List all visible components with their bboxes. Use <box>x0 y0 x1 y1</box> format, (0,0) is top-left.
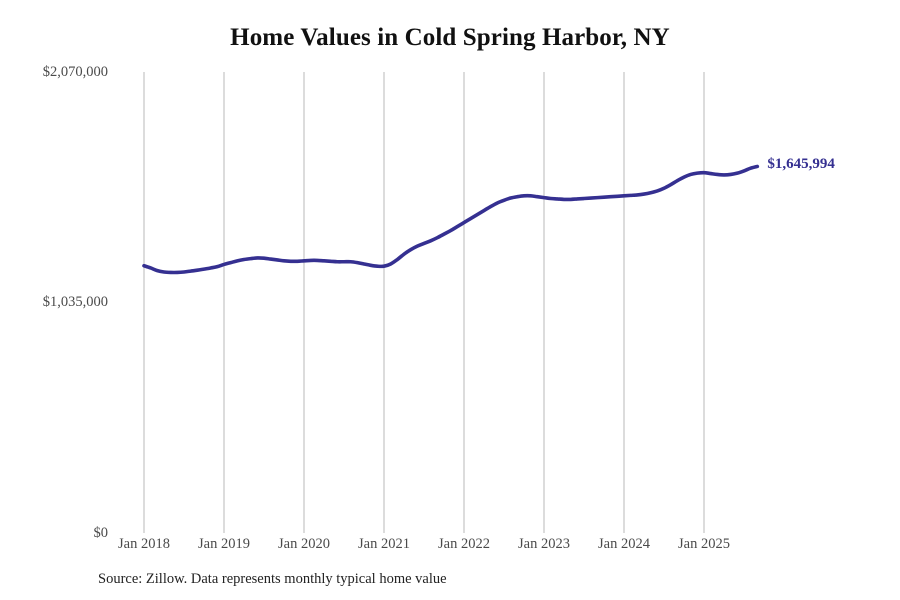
x-axis-tick-label-jan-2023: Jan 2023 <box>518 536 570 552</box>
x-axis-tick-label-jan-2025: Jan 2025 <box>678 536 730 552</box>
x-axis-tick-label-jan-2019: Jan 2019 <box>198 536 250 552</box>
x-axis-tick-label-jan-2021: Jan 2021 <box>358 536 410 552</box>
y-axis-tick-label-zero: $0 <box>93 525 109 541</box>
x-axis-tick-label-jan-2020: Jan 2020 <box>278 536 330 552</box>
end-value-annotation: $1,645,994 <box>767 156 835 173</box>
home-value-line-series <box>142 164 760 275</box>
x-axis-tick-label-jan-2018: Jan 2018 <box>118 536 170 552</box>
x-axis-tick-label-jan-2022: Jan 2022 <box>438 536 490 552</box>
chart-title: Home Values in Cold Spring Harbor, NY <box>230 24 670 51</box>
x-axis-tick-label-jan-2024: Jan 2024 <box>598 536 650 552</box>
y-axis-tick-label-top: $2,070,000 <box>42 64 108 80</box>
source-note: Source: Zillow. Data represents monthly … <box>98 571 447 587</box>
y-axis-tick-label-mid: $1,035,000 <box>42 294 108 310</box>
gridlines-group <box>143 72 705 533</box>
